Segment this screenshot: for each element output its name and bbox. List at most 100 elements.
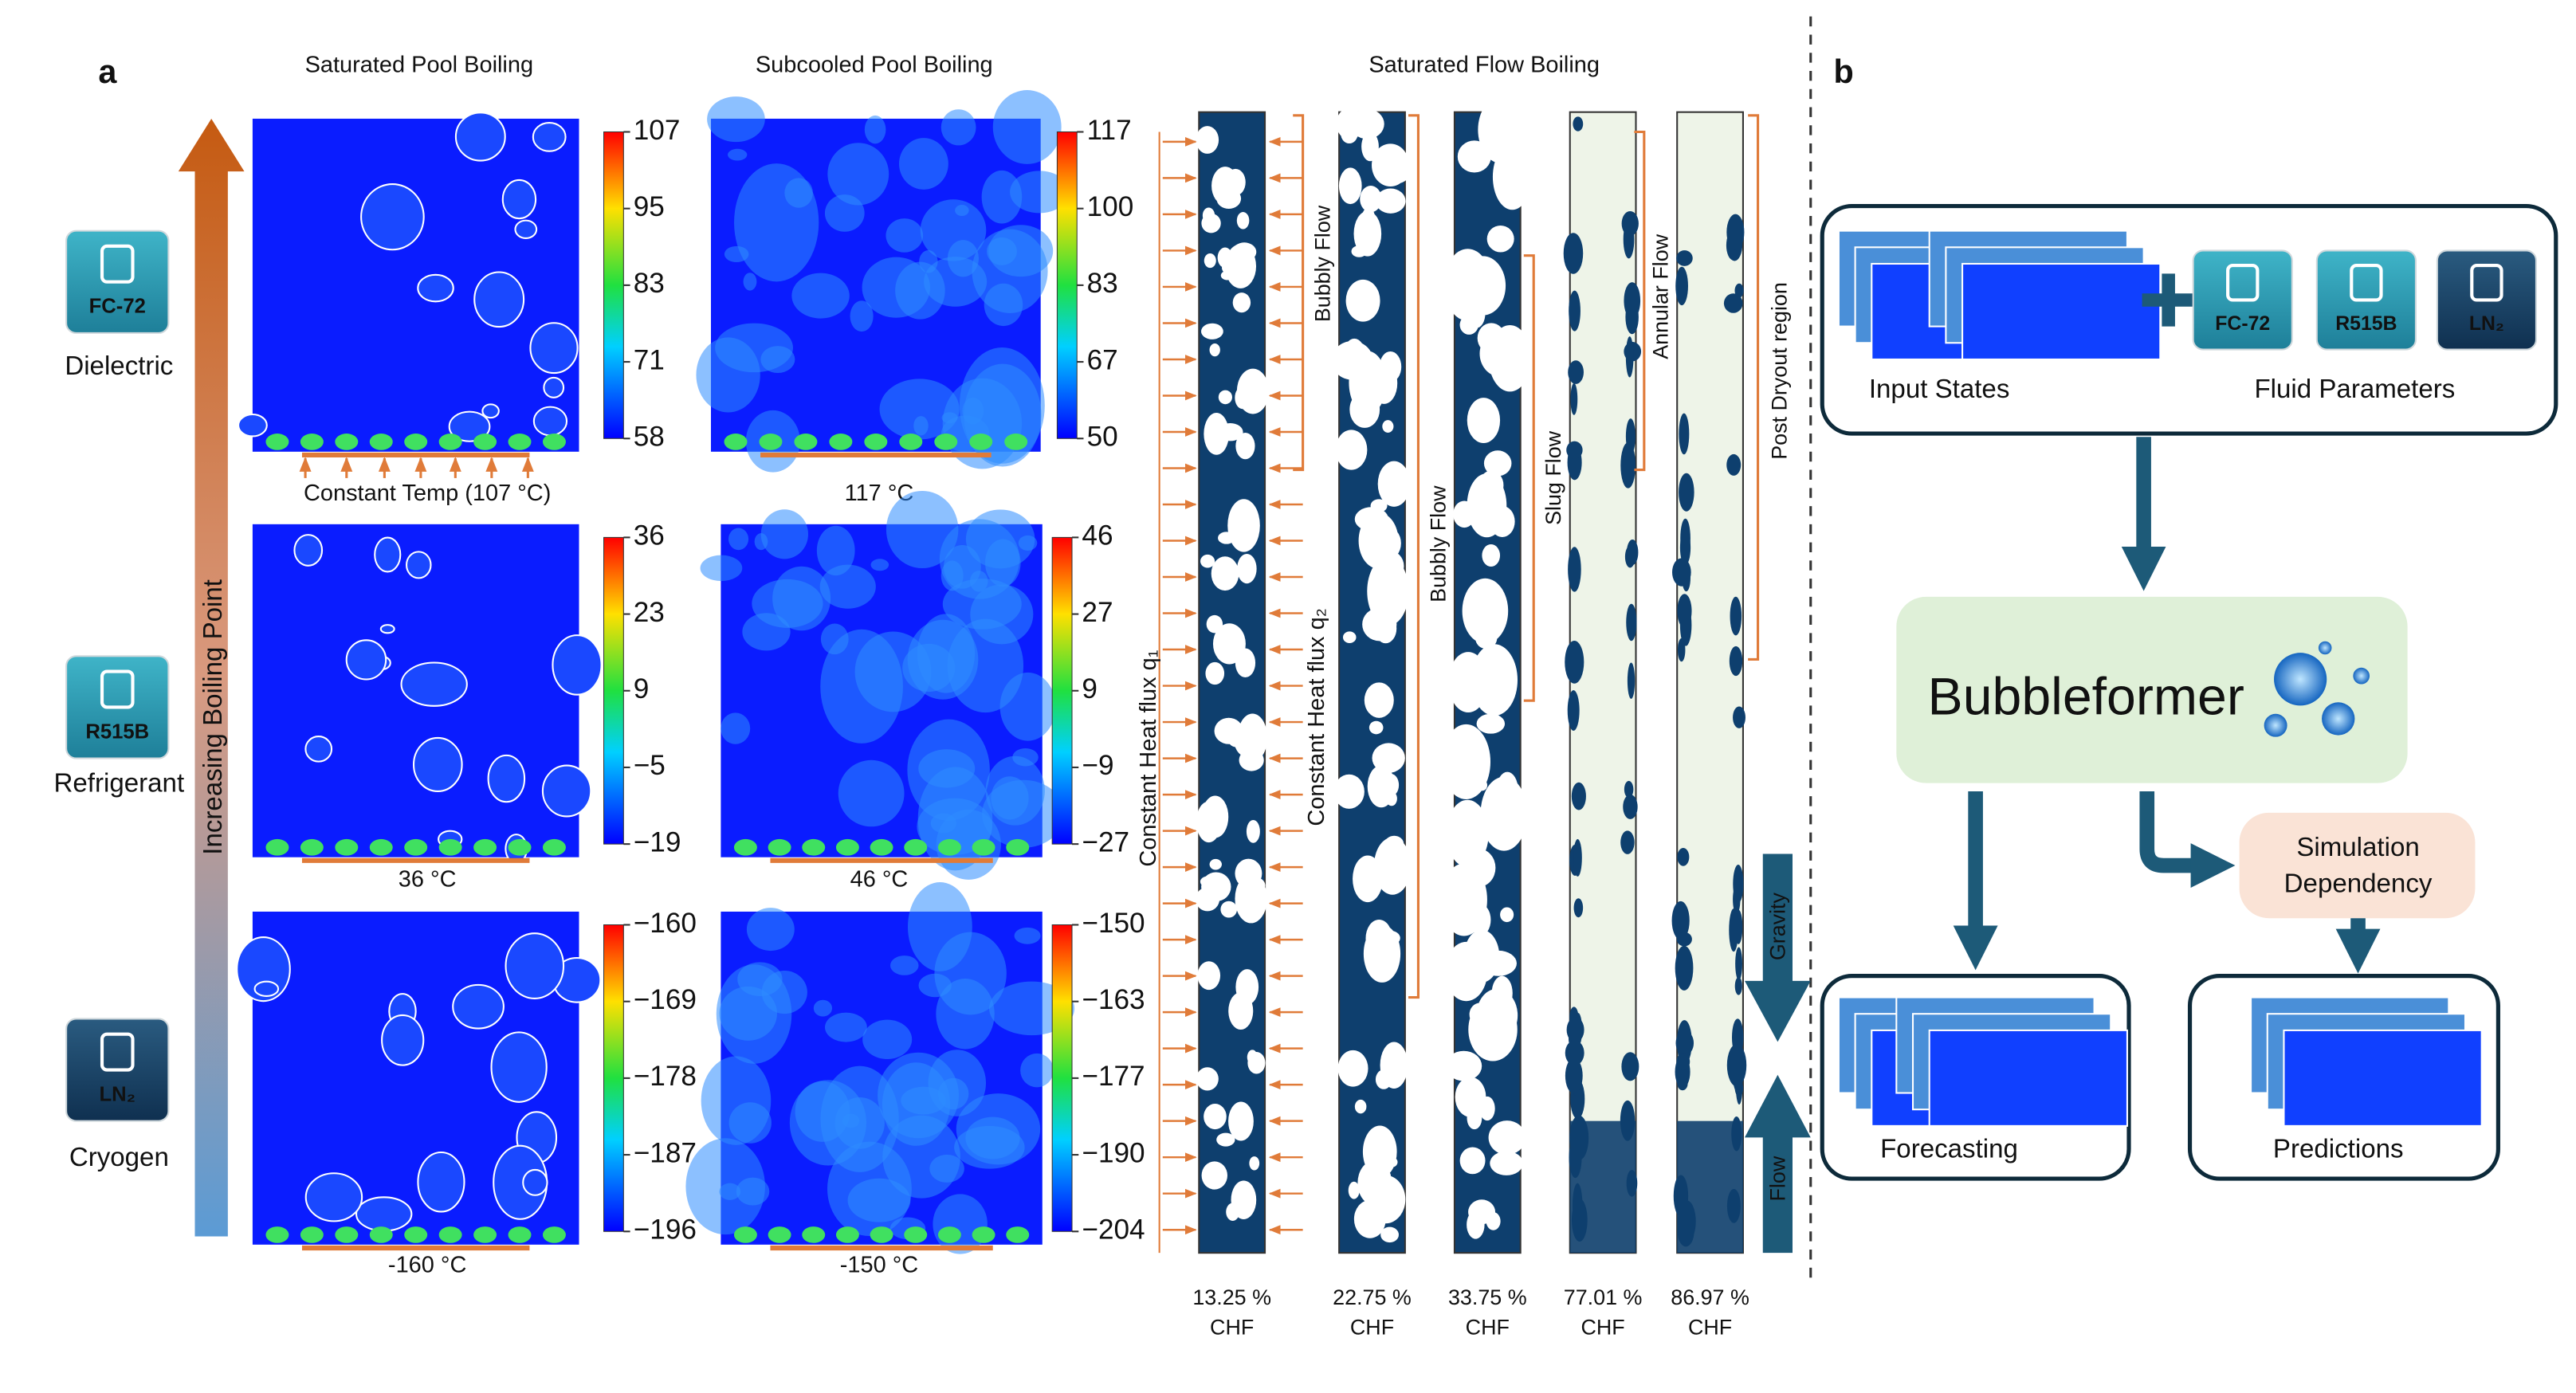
vapor-bubble	[1459, 672, 1471, 686]
vapor-bubble	[1480, 950, 1517, 976]
regime-label: Bubbly Flow	[1426, 485, 1450, 602]
vapor-bubble	[1204, 1104, 1227, 1130]
colorbar-label: −190	[1082, 1137, 1145, 1168]
liquid-film	[1620, 442, 1636, 489]
vapor-bubble	[1237, 553, 1257, 584]
regime-bracket	[1523, 254, 1535, 702]
liquid-film	[1733, 706, 1745, 728]
nucleating-bubble	[508, 1226, 532, 1243]
vapor-plume	[1020, 1053, 1054, 1088]
colorbar-label: −163	[1082, 984, 1145, 1015]
nucleating-bubble	[969, 434, 993, 450]
vapor-bubble	[1246, 819, 1260, 843]
vapor-plume	[728, 148, 748, 161]
liquid-film	[1726, 453, 1742, 476]
heat-flux-label: Constant Heat flux q₁	[1136, 649, 1161, 866]
colorbar-label: −204	[1082, 1214, 1145, 1246]
vapor-plume	[728, 528, 749, 551]
nucleating-bubble	[794, 434, 818, 450]
liquid-film	[1626, 603, 1637, 642]
vapor-bubble	[1496, 771, 1518, 808]
vapor-plume	[1010, 171, 1070, 214]
vapor-bubble	[1235, 648, 1256, 678]
regime-label: Slug Flow	[1541, 430, 1565, 525]
vapor-bubble	[1211, 556, 1239, 591]
vapor-plume	[743, 273, 757, 291]
vapor-bubble	[1382, 420, 1394, 433]
nucleating-bubble	[438, 434, 462, 450]
flow-connector	[2139, 791, 2236, 888]
vapor-bubble	[1196, 1067, 1219, 1091]
vapor-bubble	[1367, 765, 1396, 808]
nucleating-bubble	[835, 838, 859, 856]
gravity-label: Gravity	[1766, 892, 1790, 960]
bubble	[417, 273, 454, 303]
liquid-film	[1620, 830, 1635, 854]
colorbar-label: 117	[1087, 115, 1132, 146]
nucleating-bubble	[768, 838, 791, 856]
vapor-plume	[886, 490, 959, 569]
bubble	[304, 1172, 363, 1222]
chf-unit: CHF	[1350, 1315, 1394, 1339]
vapor-bubble	[1335, 430, 1368, 470]
vapor-plume	[864, 115, 886, 144]
vapor-plume	[842, 1113, 860, 1128]
vapor-plume	[886, 218, 924, 253]
nucleating-bubble	[768, 1226, 791, 1243]
liquid-film	[1625, 300, 1639, 335]
bubble	[405, 551, 432, 579]
vapor-bubble	[1477, 779, 1488, 791]
nucleating-bubble	[335, 838, 359, 856]
nucleating-bubble	[835, 1226, 859, 1243]
vapor-bubble	[1202, 207, 1215, 224]
vapor-plume	[984, 283, 1023, 327]
liquid-film	[1566, 1017, 1584, 1042]
vapor-bubble	[1377, 461, 1411, 507]
icon-label: FC-72	[89, 296, 146, 318]
vapor-plume	[700, 555, 743, 582]
vapor-bubble	[1380, 1226, 1399, 1243]
liquid-film	[1679, 413, 1690, 455]
vapor-bubble	[1201, 1161, 1227, 1190]
nucleating-bubble	[937, 1226, 961, 1243]
bubble	[552, 634, 603, 696]
vapor-bubble	[1237, 713, 1268, 762]
bubble	[304, 736, 333, 763]
vapor-bubble	[1235, 432, 1255, 460]
nucleating-bubble	[542, 1226, 566, 1243]
liquid-film	[1675, 945, 1694, 991]
state-thumbnail	[1961, 262, 2162, 360]
vapor-bubble	[1479, 330, 1522, 377]
liquid-film	[1677, 594, 1692, 629]
vapor-bubble	[1236, 212, 1250, 230]
bubble	[381, 1014, 425, 1066]
vapor-bubble	[1467, 1211, 1485, 1239]
liquid-film	[1627, 662, 1636, 699]
vapor-bubble	[1364, 682, 1394, 718]
bubble	[355, 1196, 413, 1232]
vapor-bubble	[1205, 661, 1225, 685]
vapor-plume	[987, 237, 1017, 265]
model-name: Bubbleformer	[1928, 668, 2244, 727]
bubble	[505, 932, 565, 999]
colorbar-label: −187	[634, 1137, 697, 1168]
liquid-film	[1729, 908, 1739, 952]
vapor-bubble	[1360, 186, 1382, 213]
box-label: Fluid Parameters	[2254, 375, 2455, 404]
vapor-bubble	[1375, 1069, 1392, 1089]
vapor-bubble	[1336, 108, 1364, 140]
nucleating-bubble	[934, 434, 958, 450]
liquid-film	[1729, 645, 1743, 677]
vapor-bubble	[1362, 1125, 1397, 1179]
vapor-plume	[899, 138, 948, 190]
vapor-plume	[813, 999, 833, 1017]
liquid-film	[1625, 336, 1634, 378]
nucleating-bubble	[404, 1226, 428, 1243]
decor-bubble	[2322, 702, 2355, 736]
vapor-plume	[902, 643, 956, 693]
boiling-arrow	[178, 118, 245, 1237]
vapor-bubble	[1368, 720, 1384, 735]
vapor-bubble	[1236, 368, 1270, 414]
nucleating-bubble	[733, 1226, 757, 1243]
liquid-film	[1679, 530, 1691, 566]
